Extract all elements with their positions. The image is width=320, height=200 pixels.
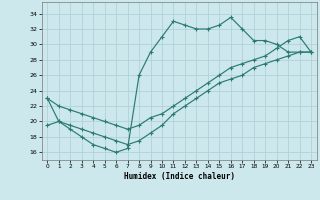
X-axis label: Humidex (Indice chaleur): Humidex (Indice chaleur) <box>124 172 235 181</box>
